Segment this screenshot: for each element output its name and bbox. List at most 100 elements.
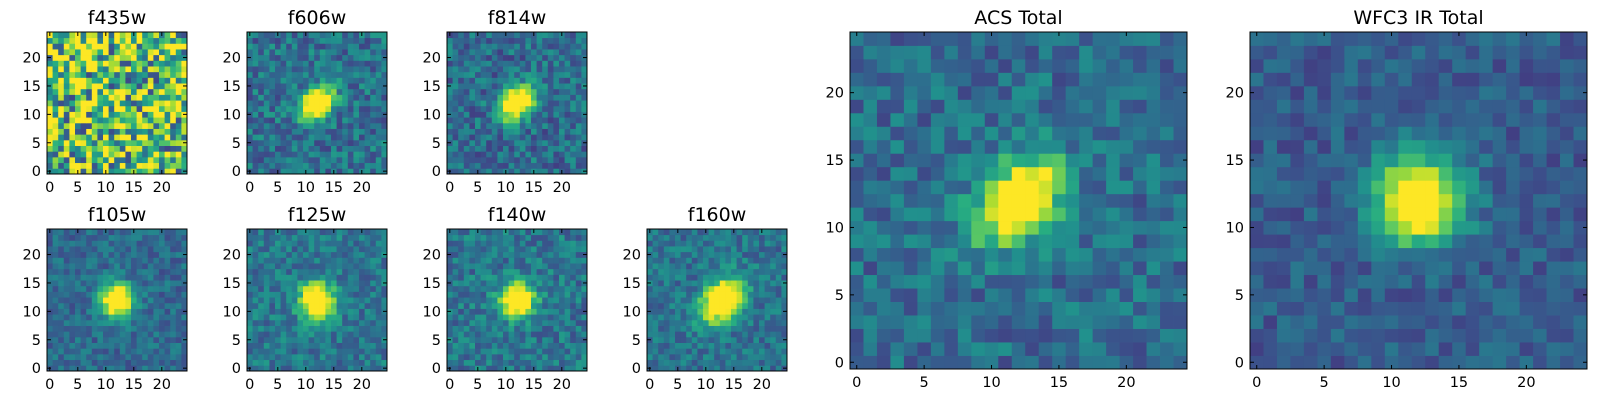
pixel-cell	[247, 314, 253, 321]
pixel-cell	[52, 331, 59, 338]
pixel-cell	[370, 105, 377, 112]
pixel-cell	[258, 32, 265, 39]
pixel-cell	[525, 359, 532, 366]
pixel-cell	[531, 331, 537, 338]
pixel-cell	[547, 117, 554, 124]
pixel-cell	[742, 229, 749, 236]
pixel-cell	[325, 319, 332, 326]
pixel-cell	[97, 162, 104, 169]
pixel-cell	[370, 100, 377, 107]
pixel-cell	[286, 156, 293, 164]
pixel-cell	[381, 274, 388, 281]
pixel-cell	[452, 94, 459, 101]
pixel-cell	[850, 193, 864, 208]
pixel-cell	[663, 268, 670, 275]
pixel-cell	[519, 156, 526, 164]
pixel-cell	[452, 83, 459, 90]
pixel-cell	[175, 83, 182, 90]
pixel-cell	[447, 359, 453, 366]
pixel-cell	[336, 32, 343, 39]
pixel-cell	[686, 353, 693, 361]
pixel-cell	[1052, 234, 1067, 249]
pixel-cell	[514, 134, 521, 141]
pixel-cell	[114, 336, 121, 343]
pixel-cell	[280, 94, 287, 101]
pixel-cell	[297, 122, 304, 129]
pixel-cell	[536, 291, 543, 298]
pixel-cell	[503, 359, 509, 366]
pixel-cell	[691, 308, 698, 315]
pixel-cell	[770, 331, 777, 338]
pixel-cell	[286, 331, 293, 338]
pixel-cell	[325, 151, 332, 158]
pixel-cell	[108, 325, 115, 332]
pixel-cell	[75, 151, 81, 158]
pixel-cell	[325, 162, 332, 169]
pixel-cell	[708, 308, 715, 315]
pixel-cell	[575, 348, 582, 355]
pixel-cell	[58, 37, 65, 44]
pixel-cell	[336, 314, 343, 321]
pixel-cell	[47, 71, 53, 78]
pixel-cell	[308, 32, 315, 39]
pixel-cell	[103, 43, 109, 50]
pixel-cell	[536, 280, 543, 287]
pixel-cell	[297, 325, 304, 332]
pixel-cell	[503, 291, 509, 298]
pixel-cell	[575, 66, 582, 73]
pixel-cell	[719, 302, 726, 309]
pixel-cell	[647, 353, 653, 361]
pixel-cell	[331, 60, 337, 67]
pixel-cell	[998, 355, 1013, 370]
pixel-cell	[553, 151, 560, 158]
pixel-cell	[447, 88, 453, 95]
pixel-cell	[353, 94, 360, 101]
pixel-cell	[269, 60, 276, 67]
pixel-cell	[747, 229, 754, 236]
pixel-cell	[458, 83, 465, 90]
pixel-cell	[547, 83, 554, 90]
pixel-cell	[63, 139, 70, 146]
pixel-cell	[336, 308, 343, 315]
pixel-cell	[1011, 234, 1026, 249]
pixel-cell	[164, 66, 171, 73]
pixel-cell	[342, 240, 349, 247]
pixel-cell	[336, 151, 343, 158]
pixel-cell	[890, 247, 905, 262]
pixel-cell	[480, 285, 487, 292]
pixel-cell	[652, 353, 659, 361]
pixel-cell	[103, 60, 109, 67]
pixel-cell	[581, 122, 588, 129]
pixel-cell	[564, 308, 571, 315]
pixel-cell	[514, 280, 521, 287]
pixel-cell	[469, 263, 476, 270]
pixel-cell	[480, 331, 487, 338]
pixel-cell	[475, 342, 481, 349]
pixel-cell	[325, 134, 332, 141]
pixel-cell	[564, 359, 571, 366]
panel-title: f160w	[688, 204, 747, 226]
pixel-cell	[917, 355, 932, 370]
pixel-cell	[269, 54, 276, 61]
pixel-cell	[125, 302, 132, 309]
pixel-cell	[247, 302, 253, 309]
pixel-cell	[525, 348, 532, 355]
pixel-cell	[770, 314, 777, 321]
pixel-cell	[381, 77, 388, 84]
pixel-cell	[475, 285, 481, 292]
pixel-cell	[69, 359, 76, 366]
pixel-cell	[153, 134, 160, 141]
pixel-cell	[553, 162, 560, 169]
pixel-cell	[463, 100, 470, 107]
pixel-cell	[1065, 274, 1080, 289]
pixel-cell	[497, 359, 504, 366]
pixel-cell	[319, 240, 326, 247]
pixel-cell	[364, 111, 371, 118]
pixel-cell	[475, 117, 481, 124]
pixel-cell	[263, 348, 270, 355]
pixel-cell	[725, 308, 732, 315]
pixel-cell	[52, 342, 59, 349]
pixel-cell	[542, 145, 549, 152]
pixel-cell	[475, 268, 481, 275]
pixel-cell	[458, 162, 465, 169]
